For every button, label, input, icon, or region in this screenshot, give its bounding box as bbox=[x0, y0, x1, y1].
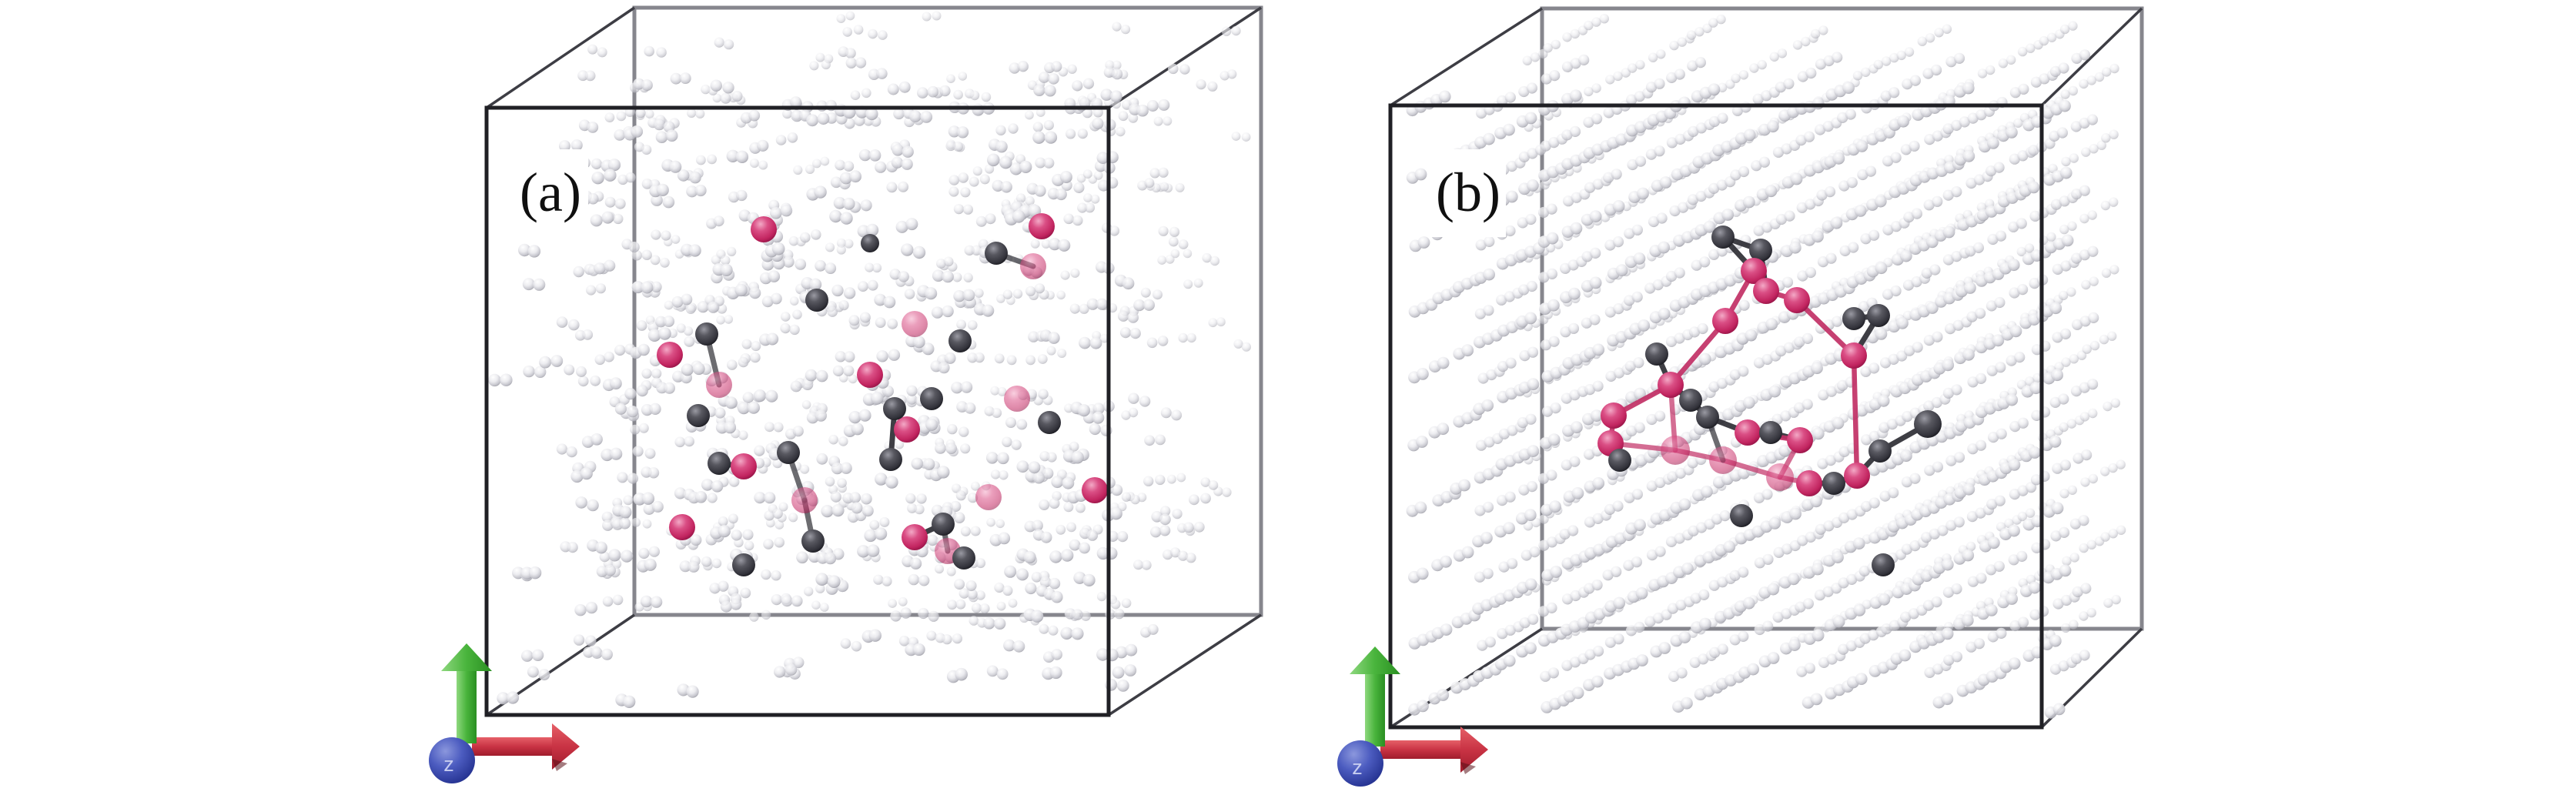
dopant-atom-dark bbox=[1038, 411, 1061, 434]
panel-a: (a) z bbox=[429, 5, 1263, 783]
dopant-atom-pink bbox=[1020, 253, 1046, 279]
dopant-atom-dark bbox=[1914, 410, 1942, 438]
dopant-atom-dark bbox=[1696, 406, 1719, 429]
dopant-atom-pink bbox=[1029, 213, 1055, 239]
dopant-atom-dark bbox=[952, 546, 975, 570]
dopant-atom-dark bbox=[1867, 304, 1890, 327]
dopant-atom-dark bbox=[1822, 472, 1845, 495]
panel-label-text: (a) bbox=[520, 162, 581, 223]
dopant-atom-pink bbox=[706, 372, 732, 398]
dopant-atom-dark bbox=[708, 452, 731, 475]
dopant-atom-dark bbox=[687, 404, 710, 427]
dopant-atom-dark bbox=[732, 553, 755, 576]
dopant-atom-pink bbox=[1004, 386, 1030, 412]
panel-label: (a) bbox=[513, 149, 588, 237]
dopant-atom-dark bbox=[1711, 225, 1735, 249]
dopant-atom-pink bbox=[1712, 308, 1738, 334]
dopant-atom-dark bbox=[1872, 553, 1895, 576]
dopant-atom-pink bbox=[1661, 436, 1690, 465]
dopant-atom-pink bbox=[1841, 342, 1867, 369]
axis-up-arrow bbox=[1350, 646, 1400, 747]
matrix-atoms-crystalline bbox=[1406, 14, 2126, 719]
dopant-atom-pink bbox=[1787, 427, 1813, 453]
dopant-atom-pink bbox=[657, 342, 683, 368]
dopant-atom-dark bbox=[1608, 449, 1631, 472]
dopant-atom-pink bbox=[1796, 470, 1822, 496]
dopant-atoms bbox=[1597, 225, 1942, 576]
dopant-atom-dark bbox=[695, 322, 718, 346]
dopant-atom-pink bbox=[1658, 372, 1684, 398]
dopant-atom-pink bbox=[975, 484, 1002, 510]
dopant-atom-pink bbox=[902, 311, 928, 337]
matrix-atoms-amorphous bbox=[488, 11, 1251, 708]
dopant-atom-pink bbox=[791, 487, 818, 513]
dopant-atom-dark bbox=[1645, 342, 1668, 366]
dopant-atom-dark bbox=[1749, 239, 1772, 262]
dopant-atom-dark bbox=[805, 289, 828, 312]
dopant-atom-pink bbox=[1784, 287, 1810, 313]
dopant-atom-dark bbox=[1759, 421, 1782, 444]
dopant-atom-dark bbox=[879, 448, 902, 471]
axis-gizmo: z bbox=[1337, 646, 1488, 787]
axis-z-label: z bbox=[1352, 756, 1363, 779]
dopant-atom-dark bbox=[920, 387, 943, 410]
dopant-atoms bbox=[657, 213, 1108, 576]
dopant-atom-pink bbox=[1741, 258, 1767, 284]
dopant-atom-dark bbox=[932, 513, 955, 536]
dopant-atom-pink bbox=[857, 362, 883, 388]
dopant-atom-dark bbox=[1868, 439, 1892, 463]
dopant-atom-pink bbox=[751, 216, 777, 242]
dopant-atom-dark bbox=[777, 441, 800, 464]
dopant-atom-pink bbox=[669, 514, 695, 540]
panel-label-text: (b) bbox=[1436, 162, 1500, 223]
dopant-atom-dark bbox=[948, 329, 972, 352]
axis-z-sphere bbox=[429, 737, 475, 783]
dopant-atom-pink bbox=[731, 453, 757, 479]
dopant-atom-pink bbox=[1082, 477, 1108, 503]
axis-gizmo: z bbox=[429, 643, 580, 783]
panel-b: (b) z bbox=[1337, 6, 2144, 787]
panel-label-chip bbox=[1430, 149, 1506, 237]
dopant-atom-dark bbox=[861, 234, 879, 252]
dopant-atom-dark bbox=[985, 242, 1008, 265]
dopant-atom-pink bbox=[1709, 446, 1737, 474]
dopant-atom-dark bbox=[883, 397, 906, 420]
simulation-box-front-edges bbox=[1388, 103, 2044, 730]
dopant-atom-pink bbox=[1844, 463, 1870, 489]
dopant-atom-dark bbox=[1679, 389, 1702, 412]
axis-z-sphere bbox=[1337, 740, 1383, 787]
dopant-atom-pink bbox=[1735, 419, 1761, 446]
dopant-atom-dark bbox=[801, 529, 825, 553]
panel-label-chip bbox=[513, 149, 588, 237]
dopant-atom-pink bbox=[1601, 403, 1627, 429]
axis-right-arrow bbox=[1380, 727, 1488, 774]
panel-label: (b) bbox=[1430, 149, 1506, 237]
simulation-box-front-edges bbox=[484, 105, 1111, 717]
axis-up-arrow bbox=[441, 643, 492, 743]
dopant-atom-pink bbox=[1766, 463, 1794, 491]
dopant-atom-dark bbox=[1730, 504, 1753, 527]
axis-z-label: z bbox=[443, 753, 454, 776]
dopant-atom-pink bbox=[902, 524, 928, 550]
axis-right-arrow bbox=[472, 723, 580, 771]
dopant-atom-pink bbox=[1753, 278, 1779, 304]
dopant-atom-dark bbox=[1842, 307, 1865, 330]
dopant-atom-pink bbox=[894, 416, 920, 443]
